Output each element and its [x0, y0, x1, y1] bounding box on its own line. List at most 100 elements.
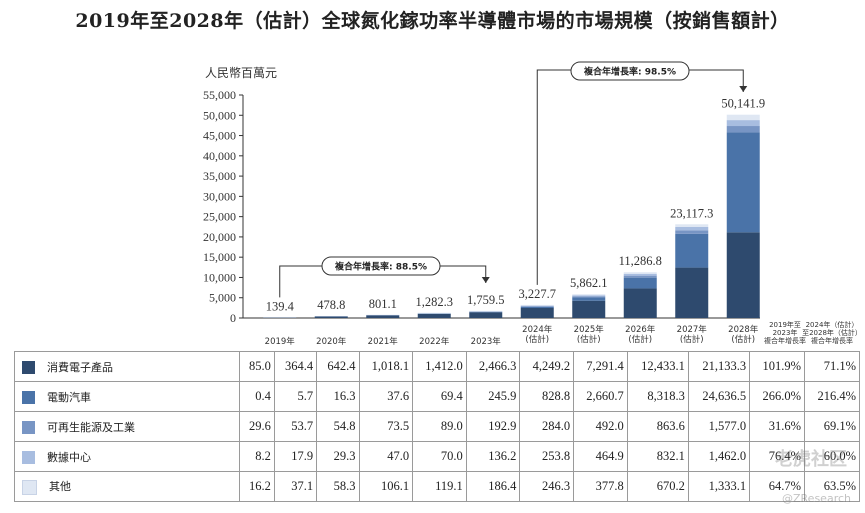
bar-segment-4-8 [675, 224, 709, 227]
value-cell: 832.1 [626, 441, 689, 472]
x-category-label: 2028年(估計) [728, 324, 759, 345]
table-row: 可再生能源及工業 29.6 53.7 54.8 73.5 89.0 192.9 284.0 49… [14, 411, 861, 442]
value-cell: 246.3 [519, 471, 575, 502]
value-cell: 464.9 [573, 441, 628, 472]
bar-segment-0-7 [623, 288, 657, 318]
series-name: 其他 [49, 480, 71, 494]
value-cell: 70.0 [412, 441, 467, 472]
value-cell: 7,291.4 [573, 351, 628, 382]
value-cell: 69.4 [412, 381, 467, 412]
bar-segment-1-5 [520, 307, 554, 309]
bar-segment-0-6 [572, 300, 606, 318]
bar-segment-2-7 [623, 275, 657, 278]
value-cell: 1,577.0 [687, 411, 751, 442]
cagr-cell: 266.0% [749, 381, 805, 412]
y-tick-label: 40,000 [203, 149, 236, 163]
value-cell: 29.6 [239, 411, 275, 442]
x-category-label: 2022年 [419, 336, 450, 347]
cagr-bracket-right [440, 265, 487, 283]
cagr-bracket-right [689, 69, 744, 92]
y-tick-label: 55,000 [203, 88, 236, 102]
bar-segment-2-8 [675, 230, 709, 234]
cagr-callout-text: 複合年增長率: 88.5% [334, 261, 427, 273]
bar-segment-2-6 [572, 296, 606, 298]
bars-layer [263, 114, 760, 318]
value-cell: 16.2 [239, 471, 275, 502]
bar-segment-0-3 [417, 313, 451, 318]
value-cell: 106.1 [358, 471, 414, 502]
value-cell: 1,333.1 [687, 471, 751, 502]
value-cell: 0.4 [239, 381, 275, 412]
x-category-label: 2020年 [316, 336, 347, 347]
value-cell: 2,660.7 [573, 381, 628, 412]
value-cell: 1,018.1 [358, 351, 414, 382]
x-category-label: 2024年(估計) [522, 324, 553, 345]
annotations-layer: 複合年增長率: 88.5% 複合年增長率: 98.5% [279, 61, 748, 298]
value-cell: 119.1 [412, 471, 467, 502]
cagr-cell: 63.5% [803, 471, 861, 502]
labels-layer: 139.4 2019年 478.8 2020年 801.1 2021年 1,282.3 202… [265, 97, 862, 347]
value-cell: 186.4 [465, 471, 521, 502]
value-cell: 47.0 [358, 441, 414, 472]
legend-swatch [22, 421, 35, 434]
bar-segment-0-2 [366, 315, 400, 318]
bar-total-label: 478.8 [317, 298, 345, 312]
bar-segment-0-4 [469, 312, 503, 318]
value-cell: 2,466.3 [465, 351, 521, 382]
value-cell: 192.9 [465, 411, 521, 442]
bar-segment-3-5 [520, 305, 554, 307]
cagr-column-header: 2019年至 2023年複合年增長率 [764, 320, 806, 345]
cagr-cell: 216.4% [803, 381, 861, 412]
bar-segment-1-6 [572, 297, 606, 301]
y-tick-label: 30,000 [203, 189, 236, 203]
y-tick-label: 15,000 [203, 250, 236, 264]
bar-segment-1-8 [675, 233, 709, 268]
value-cell: 642.4 [316, 351, 360, 382]
value-cell: 89.0 [412, 411, 467, 442]
bar-segment-4-9 [726, 114, 760, 121]
x-category-label: 2023年 [471, 336, 502, 347]
y-axis: 0 5,000 10,000 15,000 20,000 25,000 30,000 35,0… [203, 88, 760, 325]
cagr-cell: 101.9% [749, 351, 805, 382]
value-cell: 4,249.2 [519, 351, 575, 382]
legend-swatch [22, 361, 35, 374]
stacked-bar-chart: 人民幣百萬元 0 5,000 10,000 15,000 20,000 25,000 30,… [203, 61, 862, 347]
value-cell: 16.3 [316, 381, 360, 412]
value-cell: 1,462.0 [687, 441, 751, 472]
value-cell: 364.4 [273, 351, 318, 382]
cagr-cell: 31.6% [749, 411, 805, 442]
value-cell: 58.3 [316, 471, 360, 502]
series-name-cell: 可再生能源及工業 [14, 411, 240, 442]
value-cell: 284.0 [519, 411, 575, 442]
cagr-cell: 69.1% [803, 411, 861, 442]
y-tick-label: 50,000 [203, 108, 236, 122]
series-name: 消費電子產品 [47, 360, 113, 374]
bar-segment-3-8 [675, 226, 709, 231]
bar-segment-4-7 [623, 272, 657, 274]
value-cell: 8.2 [239, 441, 275, 472]
bar-total-label: 801.1 [369, 297, 397, 311]
watermark-text: 老虎社区 [775, 449, 847, 470]
bar-segment-2-5 [520, 306, 554, 308]
bar-total-label: 50,141.9 [721, 97, 765, 111]
bar-segment-4-6 [572, 294, 606, 296]
value-cell: 53.7 [273, 411, 318, 442]
value-cell: 21,133.3 [687, 351, 751, 382]
bar-segment-0-8 [675, 267, 709, 318]
bar-segment-1-9 [726, 132, 760, 233]
value-cell: 73.5 [358, 411, 414, 442]
value-cell: 863.6 [626, 411, 689, 442]
x-category-label: 2021年 [368, 336, 399, 347]
table-row: 數據中心 8.2 17.9 29.3 47.0 70.0 136.2 253.8 464.9 83… [14, 441, 861, 472]
cagr-column-header: 2024年（估計）至2028年（估計）複合年增長率 [802, 320, 862, 345]
series-name-cell: 數據中心 [14, 441, 240, 472]
bar-segment-1-7 [623, 277, 657, 289]
value-cell: 5.7 [273, 381, 318, 412]
value-cell: 136.2 [465, 441, 521, 472]
x-category-label: 2025年(估計) [574, 324, 605, 345]
cagr-arrow-head [739, 86, 748, 92]
y-tick-label: 25,000 [203, 210, 236, 224]
series-name: 可再生能源及工業 [47, 420, 135, 434]
x-category-label: 2026年(估計) [625, 324, 656, 345]
value-cell: 377.8 [573, 471, 628, 502]
